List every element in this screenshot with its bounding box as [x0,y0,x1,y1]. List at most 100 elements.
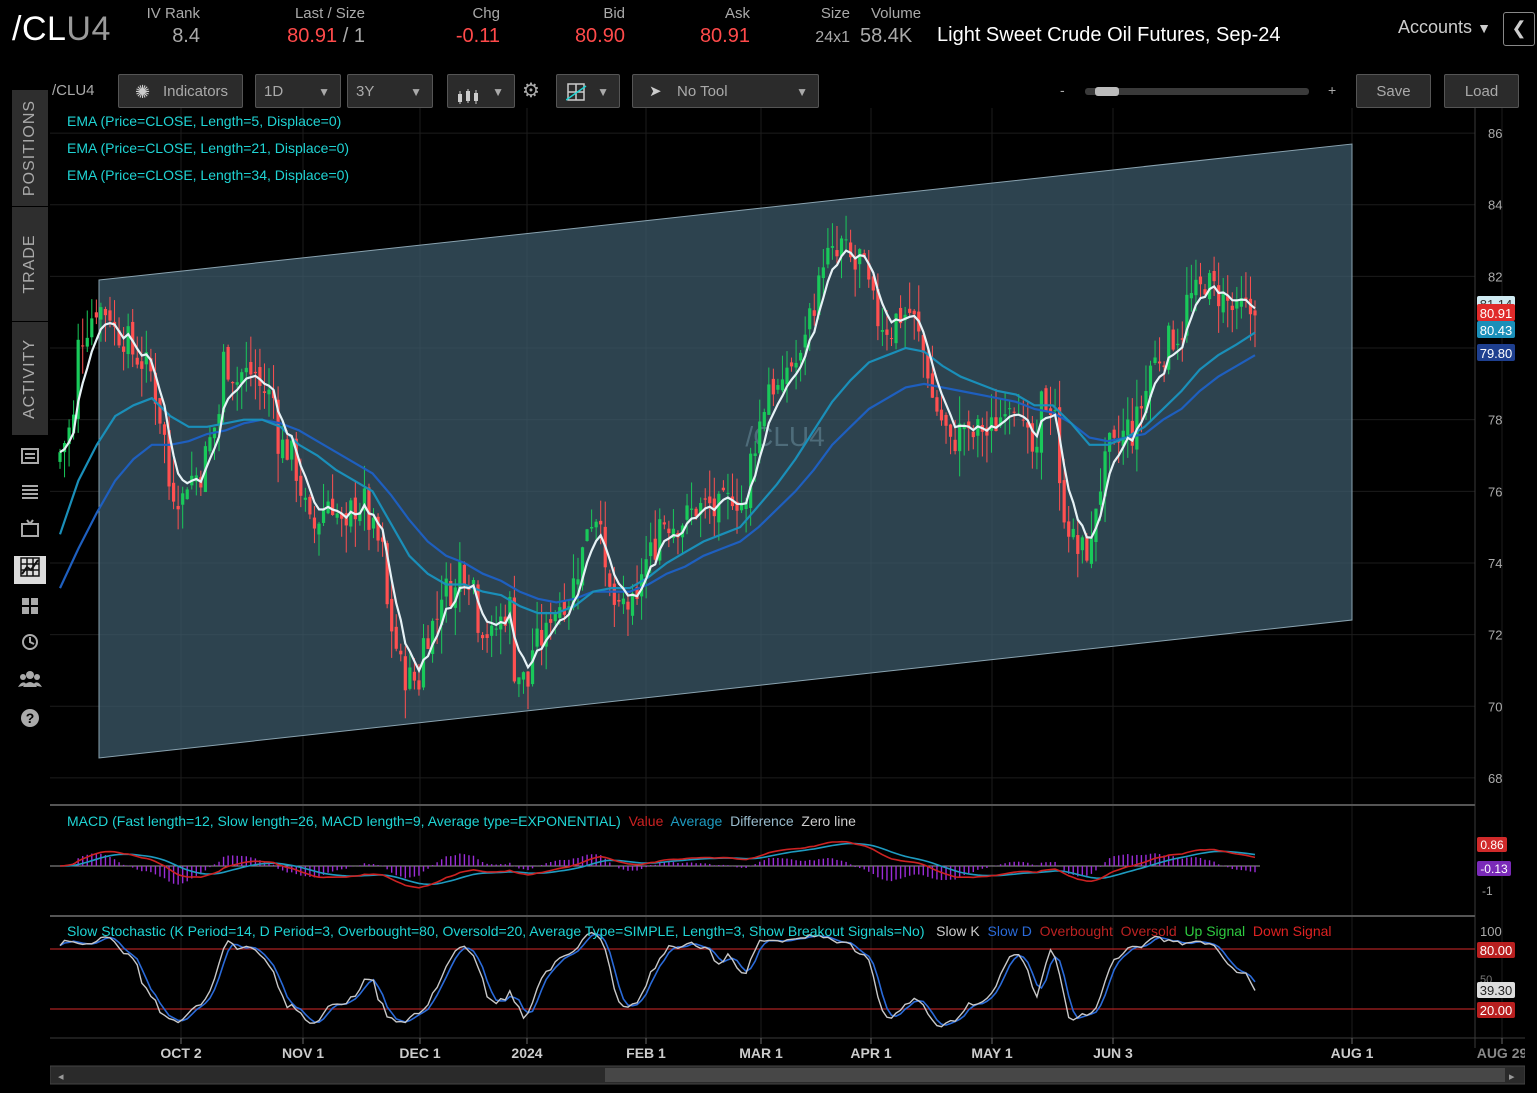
macd-study-label[interactable]: MACD (Fast length=12, Slow length=26, MA… [67,813,856,829]
ema21-study-label[interactable]: EMA (Price=CLOSE, Length=21, Displace=0) [67,140,350,156]
drawings-select[interactable]: ▼ [556,74,620,108]
candle-body [785,367,789,385]
candle-body [340,513,344,519]
price-badges: 81.14 80.91 80.43 79.80 [1477,296,1515,361]
scroll-left-arrow-icon[interactable]: ◂ [58,1071,64,1083]
candle-body [181,493,185,505]
drawing-grid-icon [565,81,588,115]
collapse-button[interactable]: ❮ [1503,12,1535,46]
candle-body [599,520,603,525]
stoch-badge-80: 80.00 [1480,943,1513,958]
candle-body [103,308,108,316]
candle-body [253,371,257,374]
candle-body [799,352,803,361]
candle-body [1053,410,1057,412]
chevron-down-icon: ▼ [1477,20,1491,36]
candle-body [880,330,885,332]
charts-icon[interactable] [14,556,46,584]
range-select[interactable]: 3Y ▼ [347,74,433,108]
symbol-watermark: /CLU4 [745,421,824,452]
grid-icon[interactable] [14,596,46,624]
stochastic-study-label[interactable]: Slow Stochastic (K Period=14, D Period=3… [67,923,1332,939]
volume: Volume 58.4K [860,5,922,47]
timeframe-select[interactable]: 1D ▼ [255,74,341,108]
chevron-down-icon: ▼ [597,85,609,99]
candle-body [117,330,121,346]
candle-body [371,517,376,529]
date-tick-label: 2024 [511,1045,542,1061]
date-tick-label: NOV 1 [282,1045,324,1061]
candle-body [767,384,771,415]
candle-body [308,496,312,515]
tool-select[interactable]: ➤ No Tool ▼ [632,74,819,108]
candle-body [649,542,653,557]
candle-body [353,497,357,520]
candle-body [149,358,153,372]
chart-area[interactable]: /CLU4 86848280787674727068 81.14 80.91 8… [49,108,1527,1088]
candle-body [67,427,71,445]
ema34-study-label[interactable]: EMA (Price=CLOSE, Length=34, Displace=0) [67,167,350,183]
candle-body [1089,538,1094,564]
candle-body [521,672,526,680]
candle-body [490,625,494,636]
tv-icon[interactable] [14,518,46,546]
scrollbar-thumb[interactable] [605,1068,1505,1082]
candle-body [1085,536,1089,561]
candle-body [81,345,85,347]
candle-body [1212,271,1216,282]
candle-body [535,628,539,647]
candle-body [526,671,530,687]
candle-body [508,596,512,624]
save-button[interactable]: Save [1356,74,1431,108]
candle-body [458,561,462,592]
candle-body [953,439,957,452]
candle-body [658,519,662,561]
symbol-title[interactable]: /CLU4 [12,10,111,48]
chart-type-select[interactable]: ▼ [447,74,515,108]
candle-body [962,425,966,430]
candle-body [267,389,271,395]
tab-positions[interactable]: POSITIONS [12,90,48,207]
indicators-button[interactable]: ✺ Indicators [118,74,243,108]
candle-body [667,528,671,534]
last-price-badge: 80.91 [1480,306,1513,321]
candle-body [126,326,130,355]
candle-body [721,487,725,491]
zoom-out-button[interactable]: - [1060,82,1065,98]
price-chart-svg[interactable]: /CLU4 86848280787674727068 81.14 80.91 8… [49,108,1527,1088]
macd-average-line [59,842,1256,886]
date-tick-label: MAY 1 [971,1045,1012,1061]
candle-body [876,289,880,327]
candle-body [771,378,775,395]
tab-activity[interactable]: ACTIVITY [12,322,48,436]
zoom-slider-handle[interactable] [1095,87,1119,96]
candle-body [1248,298,1253,315]
ema21-badge: 80.43 [1480,323,1513,338]
candle-body [621,598,626,605]
ask: Ask 80.91 [699,5,750,47]
candle-body [144,352,148,365]
history-icon[interactable] [14,632,46,660]
settings-gear-icon[interactable]: ⚙ [522,80,540,102]
accounts-menu[interactable]: Accounts ▼ [1398,17,1491,37]
ema5-study-label[interactable]: EMA (Price=CLOSE, Length=5, Displace=0) [67,113,342,129]
candle-body [1008,408,1012,410]
candle-body [1189,293,1193,299]
regression-channel[interactable] [98,143,1353,759]
load-button[interactable]: Load [1444,74,1519,108]
scroll-right-arrow-icon[interactable]: ▸ [1509,1071,1515,1083]
zoom-slider[interactable] [1085,87,1309,96]
list-icon[interactable] [14,482,46,510]
candle-body [1198,276,1203,285]
tab-trade[interactable]: TRADE [12,207,48,322]
candle-body [335,513,339,518]
ema5-line [59,249,1256,674]
community-icon[interactable] [14,669,46,697]
candle-body [794,362,798,368]
candle-body [76,339,80,419]
zoom-in-button[interactable]: + [1328,82,1337,98]
monitor-icon[interactable] [14,446,46,474]
candle-body [285,439,289,460]
help-icon[interactable]: ? [14,708,46,736]
candle-body [1067,521,1071,537]
